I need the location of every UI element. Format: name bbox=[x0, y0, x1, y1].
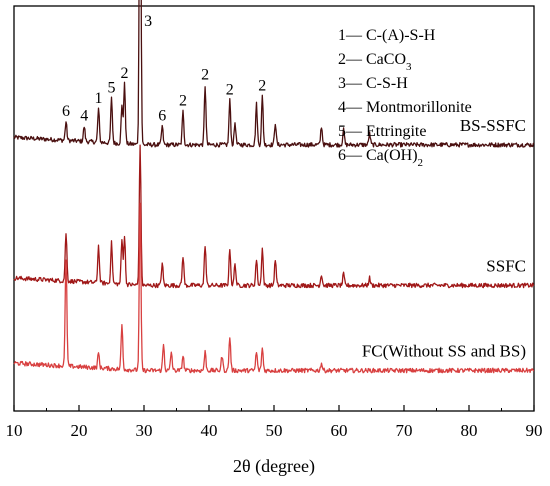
series-line-2 bbox=[13, 144, 535, 289]
series-label-3: FC(Without SS and BS) bbox=[362, 342, 526, 361]
peak-label: 1 bbox=[95, 90, 103, 107]
peak-label: 2 bbox=[258, 78, 266, 95]
x-axis: 10 20 30 40 50 60 70 80 90 bbox=[6, 405, 543, 440]
legend: 1— C-(A)-S-H 2— CaCO3 3— C-S-H 4— Montmoril… bbox=[338, 27, 472, 169]
series-layer bbox=[13, 0, 535, 374]
peak-label: 3 bbox=[144, 13, 152, 30]
peak-label: 6 bbox=[158, 107, 166, 124]
peak-label: 4 bbox=[80, 108, 88, 125]
legend-entry-2: 2— CaCO3 bbox=[338, 51, 412, 73]
x-tick-label: 50 bbox=[266, 421, 283, 440]
peak-label: 2 bbox=[226, 81, 234, 98]
peak-label: 2 bbox=[201, 67, 209, 84]
series-line-1 bbox=[13, 0, 535, 148]
legend-entry-6: 6— Ca(OH)2 bbox=[338, 147, 423, 169]
x-tick-label: 10 bbox=[6, 421, 23, 440]
peak-label: 6 bbox=[62, 103, 70, 120]
peak-label: 2 bbox=[179, 93, 187, 110]
x-tick-label: 70 bbox=[396, 421, 413, 440]
legend-entry-3: 3— C-S-H bbox=[338, 75, 408, 92]
x-tick-label: 90 bbox=[526, 421, 543, 440]
x-axis-title: 2θ (degree) bbox=[233, 456, 315, 477]
x-tick-label: 80 bbox=[461, 421, 478, 440]
x-tick-label: 20 bbox=[71, 421, 88, 440]
legend-entry-4: 4— Montmorillonite bbox=[338, 99, 472, 116]
peak-label: 2 bbox=[121, 65, 129, 82]
series-label-1: BS-SSFC bbox=[460, 116, 526, 135]
series-label-2: SSFC bbox=[486, 256, 526, 275]
legend-entry-5: 5— Ettringite bbox=[338, 123, 426, 140]
peak-label: 5 bbox=[108, 80, 116, 97]
x-tick-label: 60 bbox=[331, 421, 348, 440]
series-labels: BS-SSFC SSFC FC(Without SS and BS) bbox=[362, 116, 526, 361]
legend-entry-1: 1— C-(A)-S-H bbox=[338, 27, 436, 44]
series-line-3 bbox=[13, 202, 535, 374]
x-tick-label: 30 bbox=[136, 421, 153, 440]
x-tick-label: 40 bbox=[201, 421, 218, 440]
